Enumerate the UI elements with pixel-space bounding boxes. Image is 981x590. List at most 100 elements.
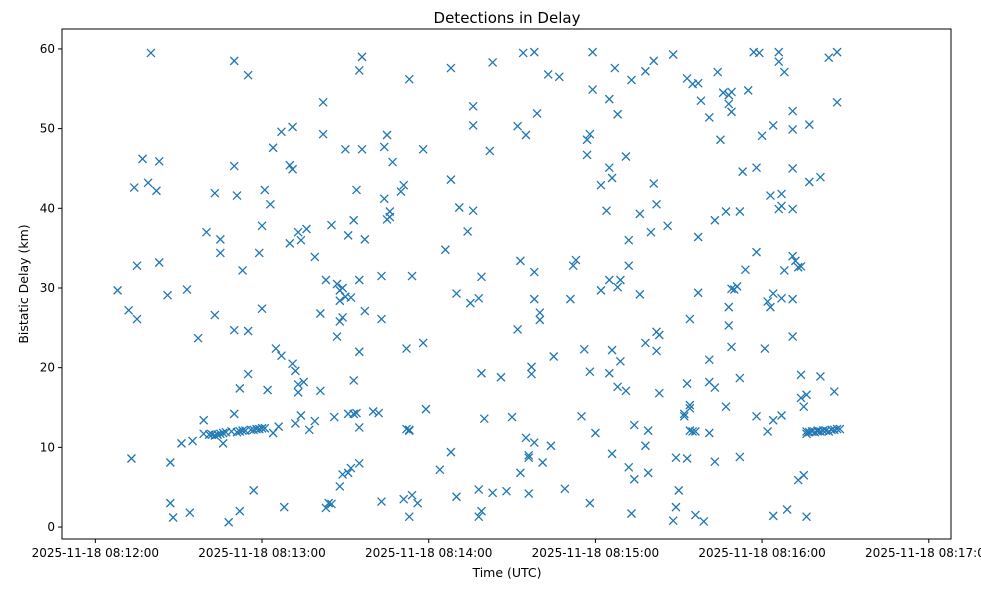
data-point: [349, 409, 359, 419]
data-point: [607, 345, 617, 355]
data-point: [263, 385, 273, 395]
data-point: [477, 506, 486, 516]
data-point: [452, 289, 461, 299]
data-point: [613, 109, 623, 119]
data-point: [554, 72, 564, 82]
data-point: [629, 474, 639, 484]
data-point: [357, 144, 367, 154]
data-point: [218, 428, 228, 438]
data-point: [232, 427, 242, 437]
data-point: [210, 310, 220, 320]
y-tick-label: 60: [40, 42, 55, 56]
data-point: [277, 127, 286, 137]
data-point: [421, 404, 431, 414]
data-point: [793, 262, 803, 272]
data-point: [318, 129, 328, 139]
data-point: [585, 367, 595, 377]
data-point: [835, 424, 845, 434]
data-point: [513, 324, 523, 334]
data-point: [215, 234, 225, 244]
data-point: [332, 279, 342, 289]
data-point: [354, 458, 364, 468]
data-point: [779, 67, 789, 77]
data-point: [752, 247, 761, 257]
data-point: [715, 135, 725, 145]
data-point: [235, 506, 245, 516]
data-point: [579, 344, 589, 354]
data-point: [338, 283, 348, 293]
data-point: [232, 191, 242, 201]
data-point: [379, 142, 389, 152]
data-point: [146, 48, 156, 58]
data-point: [724, 99, 734, 109]
chart-title: Detections in Delay: [434, 9, 581, 27]
data-point: [627, 75, 636, 85]
data-point: [388, 157, 398, 167]
data-point: [727, 342, 736, 352]
data-point: [740, 265, 750, 275]
data-point: [343, 230, 353, 240]
data-point: [577, 411, 586, 421]
data-point: [679, 411, 689, 421]
data-point: [126, 454, 136, 463]
data-point: [643, 468, 653, 478]
data-point: [310, 416, 320, 426]
data-point: [693, 78, 703, 88]
data-point: [368, 407, 378, 416]
data-point: [357, 52, 367, 62]
data-point: [774, 57, 784, 67]
data-point: [349, 215, 359, 225]
data-point: [799, 470, 809, 480]
data-point: [132, 261, 142, 271]
data-point: [527, 362, 536, 372]
data-point: [335, 481, 345, 491]
data-point: [229, 56, 239, 66]
y-axis: 0 10 20 30 40 50 60: [40, 42, 62, 534]
data-point: [732, 281, 742, 291]
data-point: [285, 238, 295, 248]
data-point: [768, 289, 778, 299]
data-point: [635, 289, 645, 299]
data-point: [640, 441, 650, 451]
data-point: [768, 511, 778, 521]
data-point: [277, 351, 286, 361]
data-point: [268, 143, 278, 153]
data-point: [335, 296, 345, 306]
data-point: [604, 163, 614, 173]
data-point: [521, 130, 531, 140]
data-point: [271, 344, 281, 354]
data-point: [802, 429, 811, 439]
data-point: [777, 201, 786, 211]
data-point: [829, 387, 839, 397]
data-point: [832, 97, 842, 107]
data-point: [527, 369, 536, 379]
data-point: [202, 227, 211, 237]
data-point: [452, 492, 461, 502]
x-tick-label: 2025-11-18 08:15:00: [532, 546, 659, 560]
data-point: [674, 485, 684, 495]
data-point: [382, 130, 392, 140]
data-point: [521, 433, 531, 443]
data-point: [777, 293, 786, 303]
data-point: [535, 315, 545, 325]
x-axis-label: Time (UTC): [471, 565, 541, 580]
data-point: [735, 373, 745, 383]
data-point: [488, 58, 498, 67]
data-point: [621, 152, 631, 161]
data-point: [765, 302, 775, 312]
data-point: [404, 74, 414, 84]
data-point: [352, 185, 361, 195]
data-point: [243, 369, 253, 379]
data-point: [671, 502, 681, 512]
data-point: [718, 88, 728, 98]
data-point: [274, 422, 284, 432]
data-point: [802, 390, 811, 400]
data-point: [596, 285, 606, 295]
data-point: [615, 275, 625, 285]
data-point: [760, 344, 770, 354]
data-point: [210, 188, 220, 198]
data-point: [713, 67, 723, 77]
data-point: [254, 248, 264, 258]
data-point: [582, 135, 592, 145]
data-point: [738, 167, 748, 177]
